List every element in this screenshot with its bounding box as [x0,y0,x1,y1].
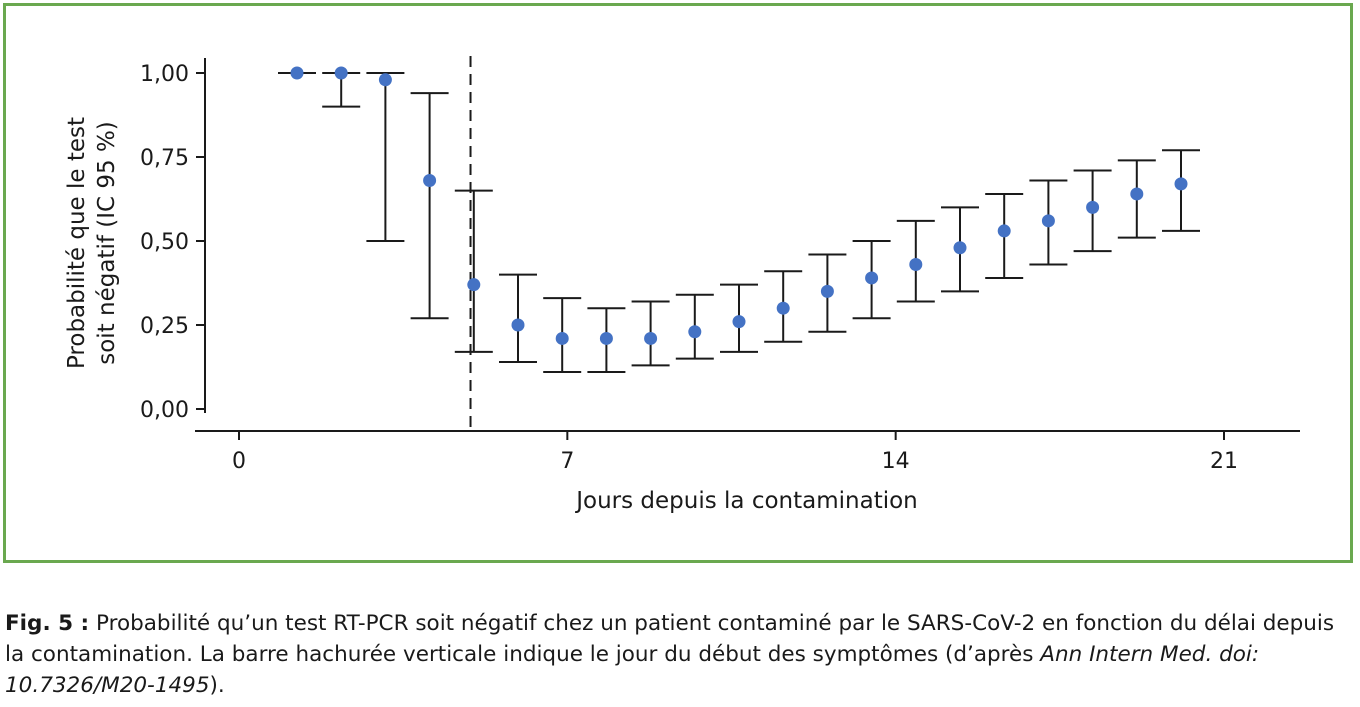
data-point [1086,200,1100,214]
data-point [953,241,967,255]
data-points [278,66,1200,374]
data-point [865,271,879,285]
data-point [732,315,746,329]
caption-label: Fig. 5 : [5,611,90,636]
data-point [423,174,437,188]
data-point [1041,214,1055,228]
x-tick-label: 14 [882,449,910,474]
y-tick-label: 0,00 [140,398,189,423]
x-tick-label: 0 [232,449,246,474]
data-point [644,331,658,345]
data-point [1174,177,1188,191]
y-tick-label: 0,50 [140,230,189,255]
data-point [378,73,392,87]
data-point [909,258,923,272]
y-axis-title-line-1: Probabilité que le test [64,117,90,369]
data-point [511,318,525,332]
data-point [688,325,702,339]
y-axis: 0,00 0,25 0,50 0,75 1,00 [140,58,206,423]
chart: 0,00 0,25 0,50 0,75 1,00 0 7 14 21 Probabilité … [64,56,1300,514]
y-tick-label: 0,25 [140,314,189,339]
caption-citation: Ann Intern Med. doi: 10.7326/M20-1495 [5,642,1260,698]
x-axis-title: Jours depuis la contamination [574,488,918,514]
x-tick-label: 7 [560,449,574,474]
data-point [467,278,481,292]
y-axis-title-line-2: soit négatif (IC 95 %) [94,121,120,365]
chart-frame [3,3,1353,563]
data-point [555,331,569,345]
data-point [820,284,834,298]
figure-caption: Fig. 5 : Probabilité qu’un test RT-PCR s… [5,608,1357,701]
y-tick-label: 1,00 [140,62,189,87]
data-point [290,66,304,80]
x-axis: 0 7 14 21 [195,430,1300,474]
caption-suffix: ). [209,673,225,698]
data-point [599,331,613,345]
data-point [1130,187,1144,201]
data-point [334,66,348,80]
data-point [776,301,790,315]
caption-text: Probabilité qu’un test RT-PCR soit négat… [5,611,1335,667]
data-point [997,224,1011,238]
y-tick-label: 0,75 [140,146,189,171]
x-tick-label: 21 [1210,449,1238,474]
